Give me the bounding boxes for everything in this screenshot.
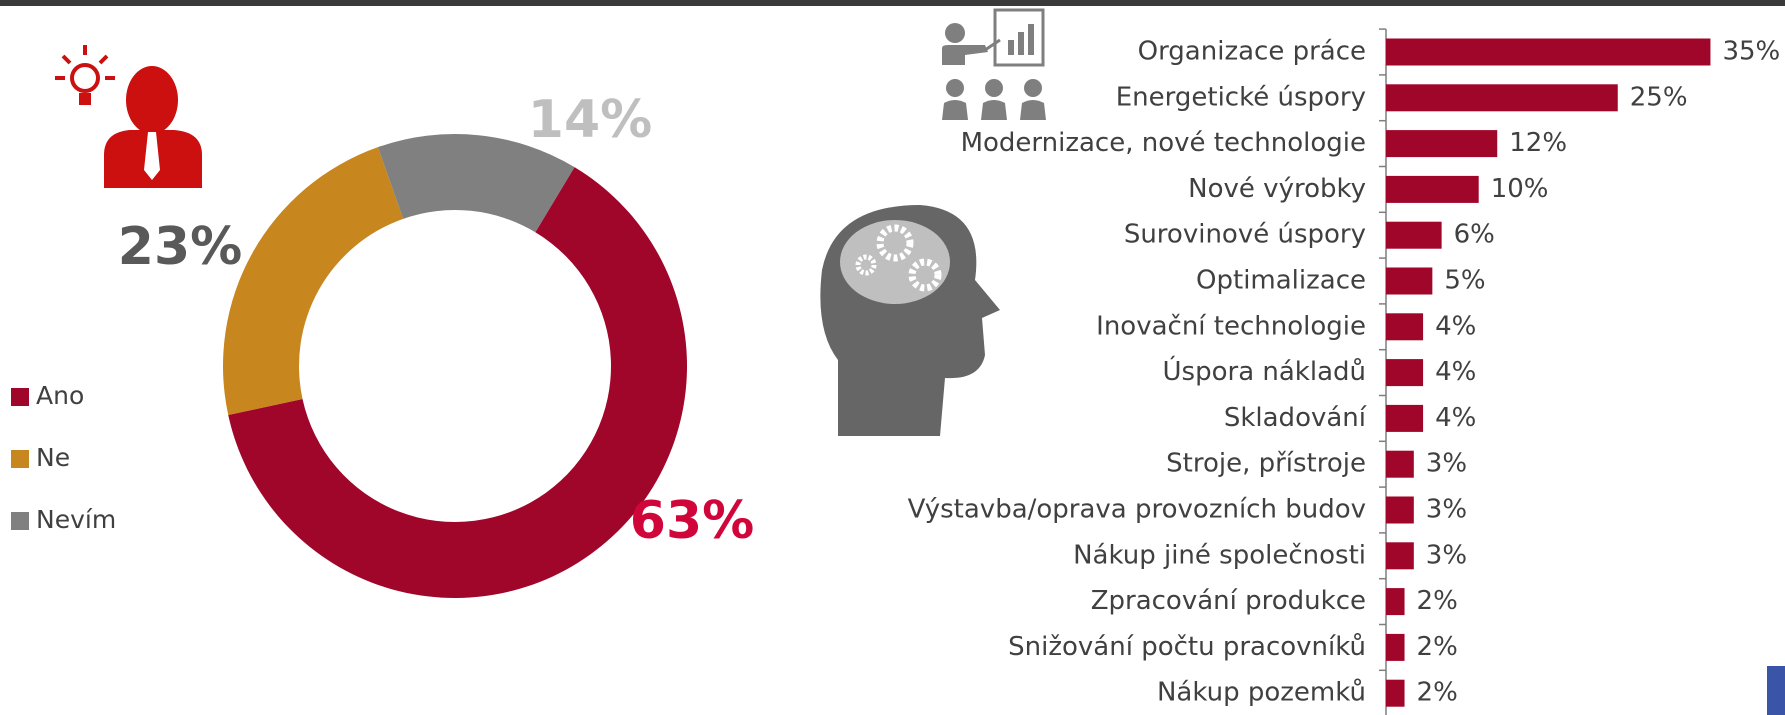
bar (1386, 405, 1423, 432)
category-label: Inovační technologie (1096, 311, 1366, 341)
data-label: 14% (528, 90, 652, 150)
data-label: 10% (1491, 174, 1549, 204)
data-label: 35% (1722, 37, 1780, 67)
data-label: 3% (1426, 540, 1467, 570)
category-label: Modernizace, nové technologie (961, 128, 1366, 158)
category-label: Organizace práce (1138, 37, 1366, 67)
category-label: Skladování (1224, 403, 1367, 433)
data-label: 12% (1509, 128, 1567, 158)
bar (1386, 497, 1414, 524)
category-label: Snižování počtu pracovníků (1008, 632, 1366, 662)
legend-swatch (11, 512, 29, 530)
data-label: 2% (1417, 586, 1458, 616)
legend-label: Ne (36, 443, 70, 472)
category-label: Nové výrobky (1188, 174, 1366, 204)
bar (1386, 313, 1423, 340)
data-label: 23% (118, 217, 242, 277)
data-label: 63% (630, 491, 754, 551)
category-label: Úspora nákladů (1163, 355, 1366, 387)
bar (1386, 39, 1710, 66)
bar (1386, 542, 1414, 569)
bar (1386, 84, 1618, 111)
bar (1386, 176, 1479, 203)
category-label: Nákup pozemků (1157, 678, 1366, 708)
bar (1386, 222, 1442, 249)
data-label: 2% (1417, 632, 1458, 662)
category-label: Stroje, přístroje (1166, 449, 1366, 479)
page: 63% 23% 14% Ano Ne Nevím Organizace práce 35% En… (0, 0, 1785, 715)
bar (1386, 588, 1405, 615)
bar (1386, 680, 1405, 707)
data-label: 5% (1444, 266, 1485, 296)
donut-segment (223, 147, 403, 415)
data-label: 3% (1426, 495, 1467, 525)
category-label: Nákup jiné společnosti (1073, 540, 1366, 570)
data-label: 6% (1454, 220, 1495, 250)
data-label: 25% (1630, 82, 1688, 112)
category-label: Zpracování produkce (1091, 586, 1366, 616)
category-label: Energetické úspory (1116, 82, 1366, 112)
category-label: Optimalizace (1196, 266, 1366, 296)
data-label: 4% (1435, 357, 1476, 387)
person-idea-icon (55, 45, 202, 188)
bar (1386, 130, 1497, 157)
legend-swatch (11, 450, 29, 468)
bar (1386, 634, 1405, 661)
chart: 63% 23% 14% Ano Ne Nevím Organizace práce 35% En… (0, 0, 1785, 715)
bar (1386, 268, 1432, 295)
bar (1386, 359, 1423, 386)
data-label: 2% (1417, 678, 1458, 708)
top-bar (0, 0, 1785, 6)
head-gears-icon (820, 205, 1000, 436)
category-label: Výstavba/oprava provozních budov (908, 495, 1366, 525)
legend-label: Ano (36, 381, 84, 410)
data-label: 4% (1435, 311, 1476, 341)
corner-badge (1767, 666, 1785, 715)
legend-label: Nevím (36, 505, 116, 534)
category-label: Surovinové úspory (1124, 220, 1366, 250)
presentation-icon (942, 10, 1046, 120)
data-label: 4% (1435, 403, 1476, 433)
data-label: 3% (1426, 449, 1467, 479)
bar (1386, 451, 1414, 478)
legend-swatch (11, 388, 29, 406)
